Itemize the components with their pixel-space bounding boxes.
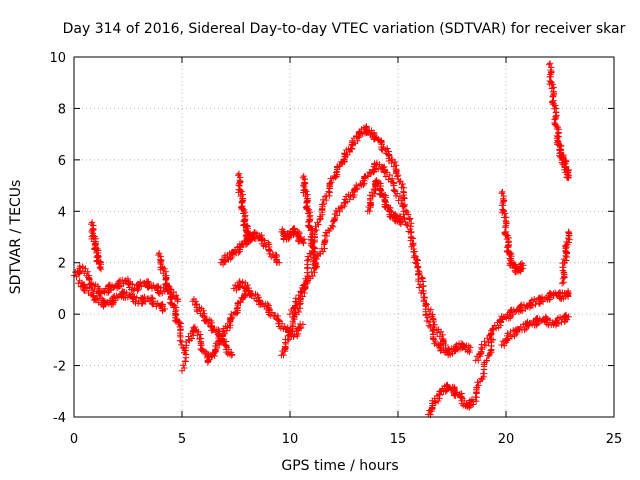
data-point-trail [559,229,573,286]
series-sat-c [88,219,105,273]
series-sat-l [364,177,406,228]
series-sat-t [558,228,573,287]
data-points [70,60,573,418]
data-point-trail [473,287,572,364]
x-tick-label: 10 [282,432,299,447]
data-point-trail [499,311,571,349]
series-sat-s [546,60,572,182]
data-point-trail [76,277,167,315]
data-point-trail [426,336,495,418]
data-point [558,280,566,287]
y-tick-label: 2 [58,257,66,272]
y-tick-label: 8 [58,102,66,117]
data-point-trail [288,159,447,347]
x-tick-label: 5 [178,432,186,447]
data-point-trail [498,188,527,276]
data-point-trail [279,225,308,247]
data-point-trail [156,250,189,354]
y-tick-label: 10 [49,51,66,66]
data-point [96,264,104,272]
y-tick-label: 4 [58,205,66,220]
y-tick-label: -4 [53,411,66,426]
series-sat-q [498,311,572,349]
series-sat-n [299,172,320,272]
y-axis-label: SDTVAR / TECUs [8,180,24,295]
data-point-trail [300,172,320,270]
series-sat-o [425,336,497,418]
x-tick-label: 15 [390,432,407,447]
series-sat-h [234,170,256,245]
data-point-trail [231,277,305,341]
x-tick-label: 25 [606,432,623,447]
series-sat-m [278,225,308,247]
chart-title: Day 314 of 2016, Sidereal Day-to-day VTE… [63,21,626,37]
series-sat-p [472,287,572,364]
data-point-trail [365,178,405,228]
x-axis-label: GPS time / hours [281,458,398,474]
data-point-trail [179,284,249,372]
y-tick-label: 0 [58,308,66,323]
data-point-trail [190,295,236,358]
series-sat-g [217,229,283,268]
series-sat-k [286,159,449,349]
series-sat-e [178,284,250,374]
data-point-trail [546,60,572,181]
x-tick-label: 20 [498,432,515,447]
data-point-trail [235,170,256,245]
series-sat-b [75,277,168,315]
x-tick-label: 0 [70,432,78,447]
plot-frame [73,56,615,418]
y-tick-label: 6 [58,154,66,169]
data-point [425,305,432,313]
series-sat-i [230,277,307,341]
data-point-trail [88,219,105,273]
y-tick-label: -2 [53,360,66,375]
series-sat-r [498,188,527,276]
series-sat-f [189,295,236,359]
